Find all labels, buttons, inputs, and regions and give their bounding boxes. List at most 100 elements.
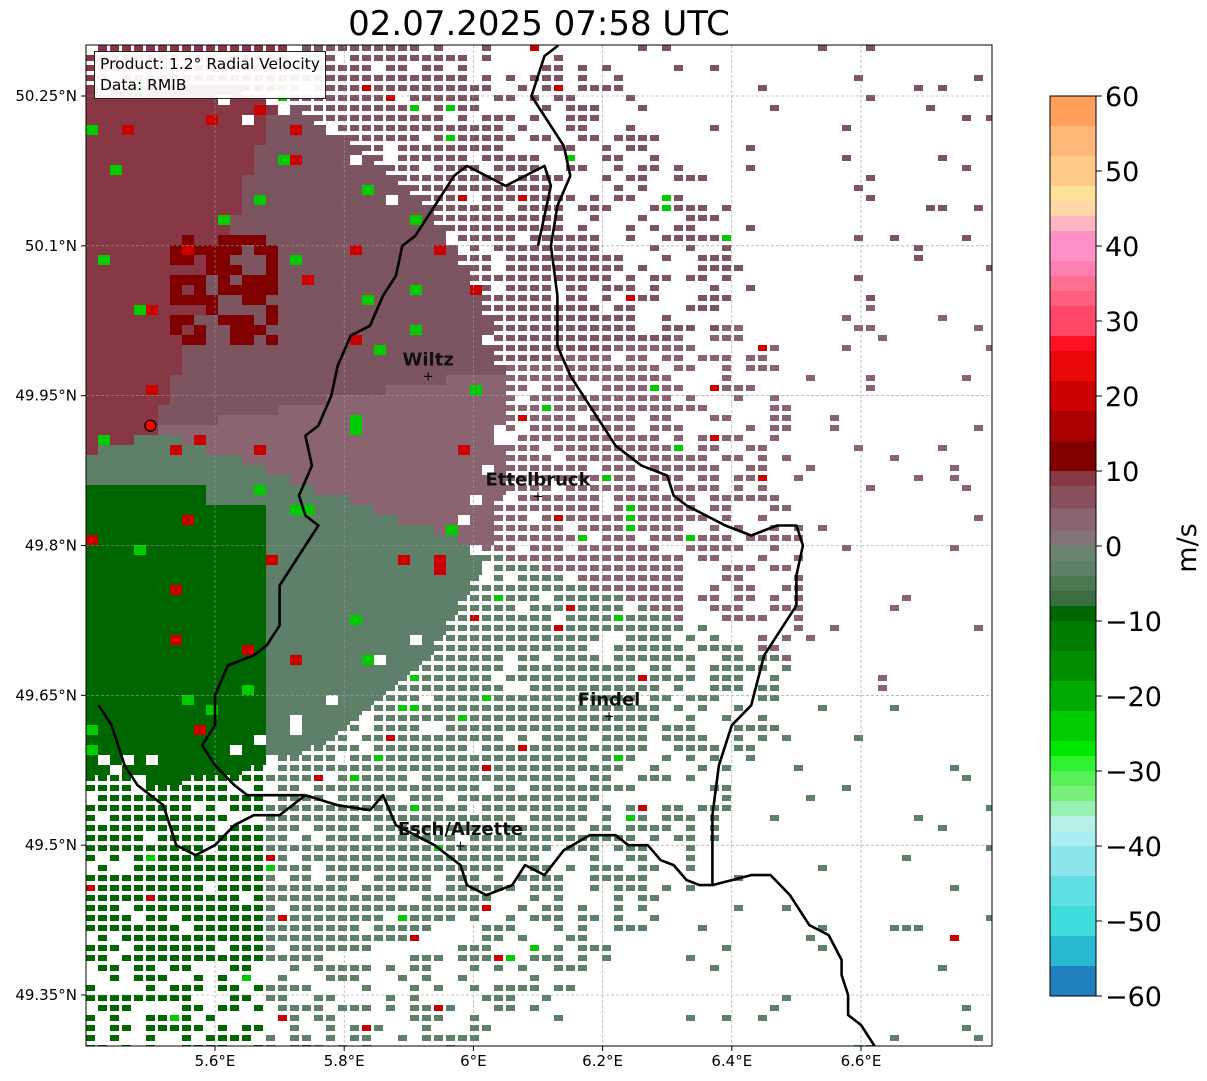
velocity-cell: [590, 515, 599, 521]
velocity-cell: [158, 45, 167, 51]
colorbar-band: [1050, 576, 1096, 592]
velocity-cell: [278, 885, 287, 891]
velocity-cell: [530, 445, 539, 451]
velocity-cell: [386, 615, 398, 625]
velocity-cell: [98, 795, 107, 801]
velocity-cell: [686, 545, 695, 551]
colorbar-band: [1050, 291, 1096, 307]
velocity-cell: [446, 825, 455, 831]
velocity-cell: [446, 895, 455, 901]
velocity-cell: [362, 605, 374, 615]
velocity-cell: [758, 615, 767, 621]
velocity-cell: [494, 365, 506, 375]
velocity-cell: [218, 675, 230, 685]
velocity-cell: [350, 725, 359, 731]
velocity-cell: [122, 1005, 131, 1011]
velocity-cell: [386, 295, 398, 305]
velocity-cell: [278, 175, 290, 185]
velocity-cell: [662, 725, 671, 731]
velocity-cell: [422, 285, 434, 295]
velocity-cell: [158, 465, 170, 475]
velocity-cell: [194, 145, 206, 155]
velocity-cell: [158, 385, 170, 395]
velocity-cell: [470, 725, 479, 731]
velocity-cell: [650, 335, 659, 341]
velocity-cell: [434, 345, 446, 355]
velocity-cell: [266, 915, 275, 921]
velocity-cell: [134, 585, 146, 595]
velocity-cell: [362, 1035, 371, 1041]
velocity-cell: [278, 355, 290, 365]
velocity-cell: [110, 505, 122, 515]
velocity-cell: [866, 175, 875, 181]
velocity-cell: [182, 225, 194, 235]
velocity-cell: [542, 995, 551, 1001]
velocity-cell: [578, 535, 587, 541]
velocity-cell: [638, 775, 647, 781]
velocity-cell: [470, 1035, 479, 1041]
velocity-cell: [530, 625, 539, 631]
velocity-cell: [146, 855, 155, 861]
velocity-cell: [314, 995, 323, 1001]
velocity-cell: [290, 815, 299, 821]
velocity-cell: [530, 485, 539, 491]
velocity-cell: [86, 445, 98, 455]
velocity-cell: [134, 865, 143, 871]
velocity-cell: [146, 655, 158, 665]
velocity-cell: [98, 275, 110, 285]
velocity-cell: [194, 925, 203, 931]
velocity-cell: [650, 555, 659, 561]
velocity-cell: [386, 785, 395, 791]
velocity-cell: [86, 295, 98, 305]
velocity-cell: [566, 465, 575, 471]
velocity-cell: [446, 715, 455, 721]
velocity-cell: [314, 465, 326, 475]
velocity-cell: [314, 635, 326, 645]
velocity-cell: [530, 295, 539, 301]
velocity-cell: [602, 825, 611, 831]
velocity-cell: [158, 815, 167, 821]
velocity-cell: [338, 745, 347, 751]
velocity-cell: [458, 125, 467, 131]
velocity-cell: [314, 845, 323, 851]
velocity-cell: [662, 315, 671, 321]
velocity-cell: [398, 735, 407, 741]
velocity-cell: [362, 165, 374, 175]
velocity-cell: [434, 215, 443, 221]
velocity-cell: [158, 185, 170, 195]
colorbar-band: [1050, 936, 1096, 967]
velocity-cell: [182, 355, 194, 365]
velocity-cell: [170, 855, 179, 861]
velocity-cell: [242, 705, 254, 715]
velocity-cell: [122, 225, 134, 235]
velocity-cell: [278, 495, 290, 505]
velocity-cell: [434, 115, 443, 121]
velocity-cell: [386, 435, 398, 445]
velocity-cell: [470, 845, 479, 851]
velocity-cell: [758, 345, 767, 351]
velocity-cell: [542, 415, 551, 421]
velocity-cell: [254, 585, 266, 595]
velocity-cell: [482, 355, 494, 365]
velocity-cell: [326, 625, 338, 635]
velocity-cell: [194, 485, 206, 495]
velocity-cell: [86, 55, 95, 61]
velocity-cell: [170, 175, 182, 185]
velocity-cell: [482, 435, 494, 445]
velocity-cell: [98, 205, 110, 215]
velocity-cell: [194, 545, 206, 555]
velocity-cell: [98, 1005, 107, 1011]
velocity-cell: [206, 555, 218, 565]
velocity-cell: [158, 265, 170, 275]
velocity-cell: [626, 715, 635, 721]
velocity-cell: [194, 715, 206, 725]
velocity-cell: [626, 485, 635, 491]
velocity-cell: [398, 575, 410, 585]
velocity-cell: [866, 95, 875, 101]
velocity-cell: [122, 665, 134, 675]
velocity-cell: [470, 525, 482, 535]
velocity-cell: [458, 765, 467, 771]
velocity-cell: [434, 435, 446, 445]
velocity-cell: [434, 605, 446, 615]
velocity-cell: [218, 565, 230, 575]
